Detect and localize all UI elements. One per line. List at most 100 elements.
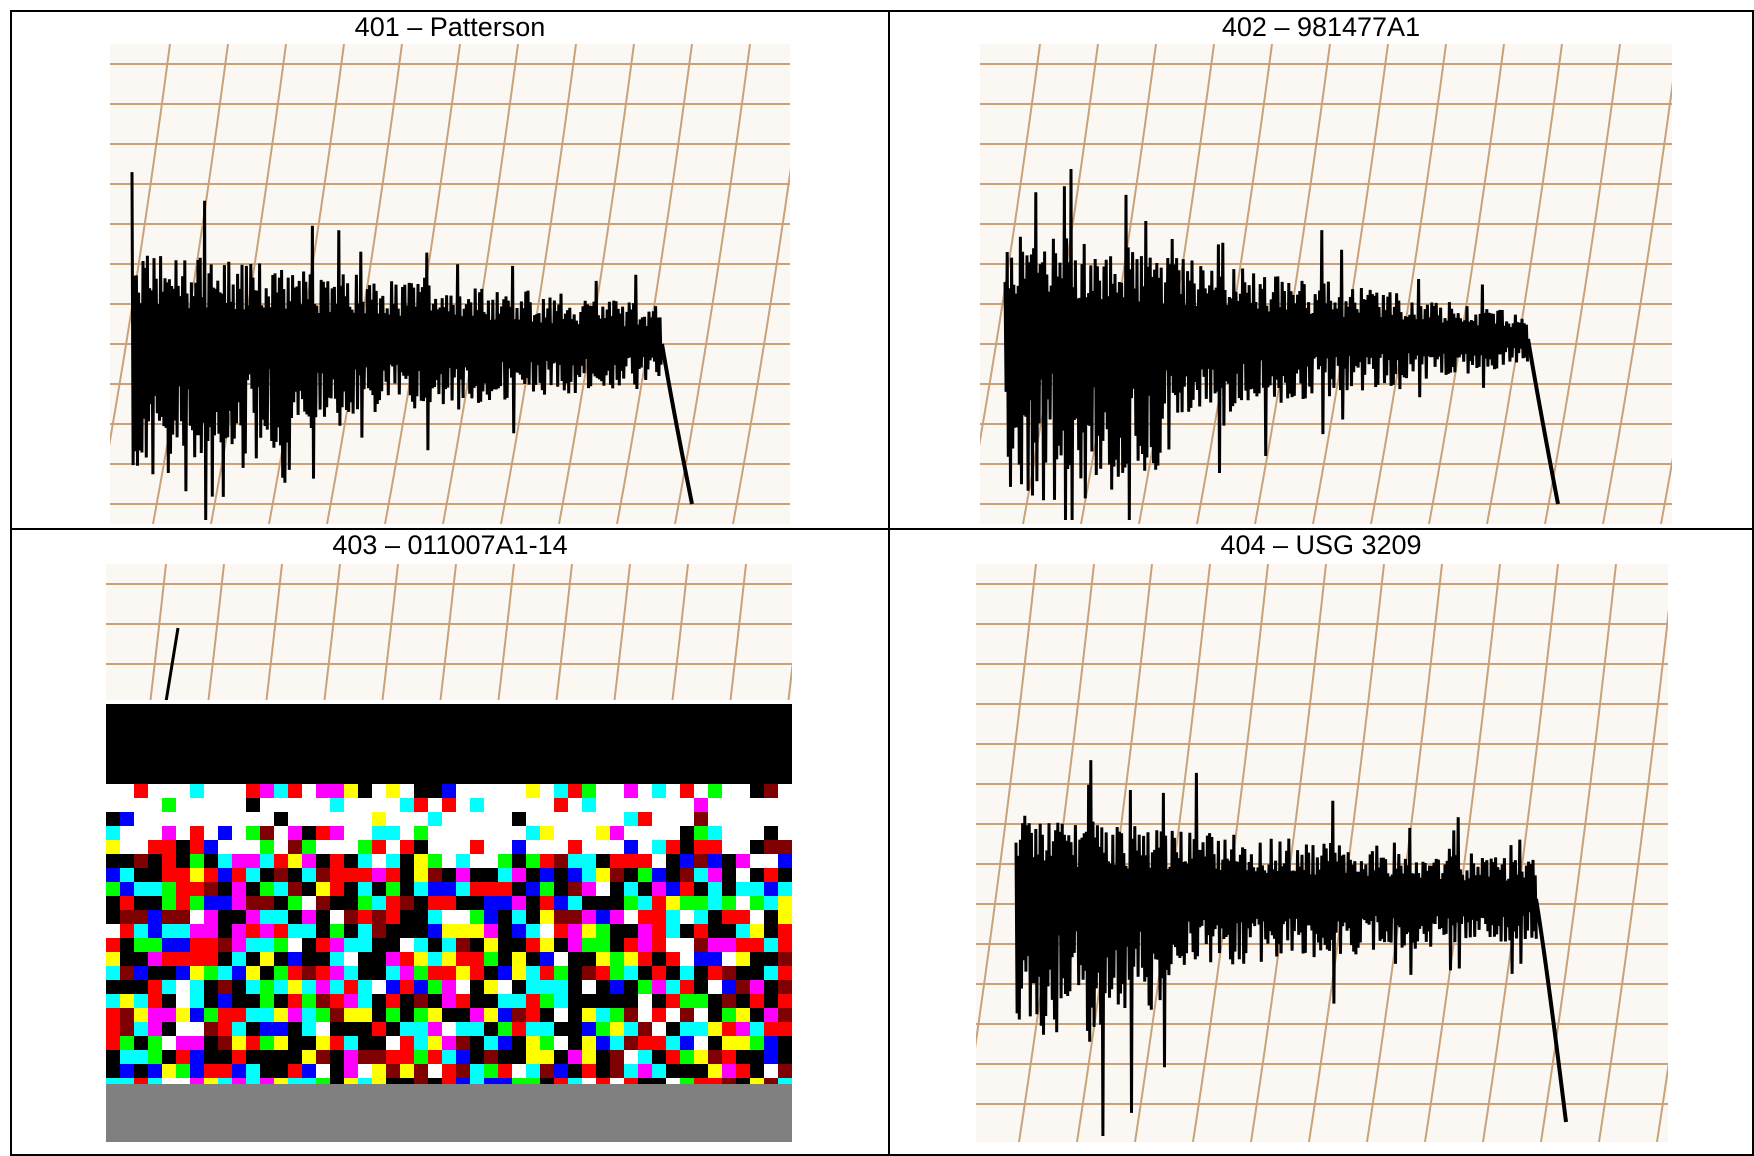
corrupt-pixel <box>106 910 120 924</box>
corrupt-pixel <box>218 704 226 712</box>
corrupt-pixel <box>316 952 330 966</box>
corrupt-pixel <box>394 768 402 776</box>
corrupt-pixel <box>162 752 170 760</box>
corrupt-pixel <box>106 720 114 728</box>
corrupt-pixel <box>626 736 634 744</box>
corrupt-pixel <box>176 1036 190 1050</box>
corrupt-pixel <box>330 760 338 768</box>
corrupt-pixel <box>358 910 372 924</box>
corrupt-pixel <box>602 768 610 776</box>
corrupt-pixel <box>260 784 274 798</box>
corrupt-pixel <box>242 720 250 728</box>
corrupt-pixel <box>218 1050 232 1064</box>
corrupt-pixel <box>400 966 414 980</box>
corrupt-pixel <box>288 784 302 798</box>
corrupt-pixel <box>666 980 680 994</box>
corrupt-pixel <box>218 882 232 896</box>
corrupt-pixel <box>428 966 442 980</box>
corrupt-pixel <box>178 760 186 768</box>
corrupt-pixel <box>316 1008 330 1022</box>
corrupt-pixel <box>426 776 434 784</box>
corrupt-pixel <box>582 882 596 896</box>
corrupt-pixel <box>106 1036 120 1050</box>
corrupt-pixel <box>466 744 474 752</box>
corrupt-pixel <box>554 784 568 798</box>
corrupt-pixel <box>578 728 586 736</box>
corrupt-pixel <box>562 728 570 736</box>
corrupt-pixel <box>274 910 288 924</box>
corrupt-pixel <box>750 1022 764 1036</box>
corrupt-pixel <box>190 784 204 798</box>
corrupt-pixel <box>322 776 330 784</box>
corrupt-pixel <box>186 768 194 776</box>
corrupt-pixel <box>522 736 530 744</box>
corrupt-pixel <box>610 1022 624 1036</box>
corrupt-pixel <box>302 1022 316 1036</box>
corrupt-pixel <box>442 1064 456 1078</box>
corrupt-pixel <box>746 768 754 776</box>
corrupt-pixel <box>526 826 540 840</box>
corrupt-pixel <box>130 704 138 712</box>
corrupt-pixel <box>246 966 260 980</box>
corrupt-pixel <box>402 768 410 776</box>
corrupt-pixel <box>610 1008 624 1022</box>
corrupt-pixel <box>666 868 680 882</box>
corrupt-pixel <box>736 994 750 1008</box>
corrupt-pixel <box>694 952 708 966</box>
corrupt-pixel <box>190 966 204 980</box>
corrupt-pixel <box>386 924 400 938</box>
corrupt-pixel <box>624 1050 638 1064</box>
corrupt-pixel <box>554 938 568 952</box>
corrupt-pixel <box>322 728 330 736</box>
corrupt-pixel <box>466 728 474 736</box>
corrupt-pixel <box>484 1036 498 1050</box>
corrupt-pixel <box>316 966 330 980</box>
corrupt-pixel <box>562 720 570 728</box>
corrupt-pixel <box>722 910 736 924</box>
corrupt-pixel <box>770 776 778 784</box>
corrupt-pixel <box>474 744 482 752</box>
corrupt-pixel <box>754 752 762 760</box>
corrupt-pixel <box>210 760 218 768</box>
trace <box>162 627 180 715</box>
corrupt-pixel <box>194 768 202 776</box>
corrupt-pixel <box>530 736 538 744</box>
corrupt-pixel <box>120 980 134 994</box>
corrupt-pixel <box>316 882 330 896</box>
corrupt-pixel <box>426 720 434 728</box>
corrupt-pixel <box>466 752 474 760</box>
corrupt-pixel <box>652 840 666 854</box>
corrupt-pixel <box>568 994 582 1008</box>
corrupt-pixel <box>778 1008 792 1022</box>
corrupt-pixel <box>428 840 442 854</box>
corrupt-pixel <box>394 704 402 712</box>
corrupt-pixel <box>490 728 498 736</box>
corrupt-pixel <box>418 760 426 768</box>
corrupt-pixel <box>626 752 634 760</box>
corrupt-pixel <box>258 704 266 712</box>
corrupt-pixel <box>428 1008 442 1022</box>
corrupt-pixel <box>274 1008 288 1022</box>
corrupt-pixel <box>618 728 626 736</box>
corrupt-pixel <box>322 704 330 712</box>
corrupt-pixel <box>722 896 736 910</box>
corrupt-pixel <box>400 1022 414 1036</box>
corrupt-pixel <box>162 994 176 1008</box>
caption: 402 – 981477A1 <box>1221 12 1421 42</box>
corrupt-pixel <box>498 910 512 924</box>
corrupt-pixel <box>428 994 442 1008</box>
corrupt-pixel <box>250 704 258 712</box>
corrupt-pixel <box>410 712 418 720</box>
corrupt-pixel <box>362 712 370 720</box>
corrupt-pixel <box>490 744 498 752</box>
corrupt-pixel <box>130 736 138 744</box>
corrupt-pixel <box>434 752 442 760</box>
corrupt-pixel <box>138 736 146 744</box>
corrupt-pixel <box>484 868 498 882</box>
corrupt-pixel <box>218 736 226 744</box>
corrupt-pixel <box>624 1022 638 1036</box>
corrupt-pixel <box>546 744 554 752</box>
corrupt-pixel <box>290 736 298 744</box>
corrupt-pixel <box>638 966 652 980</box>
